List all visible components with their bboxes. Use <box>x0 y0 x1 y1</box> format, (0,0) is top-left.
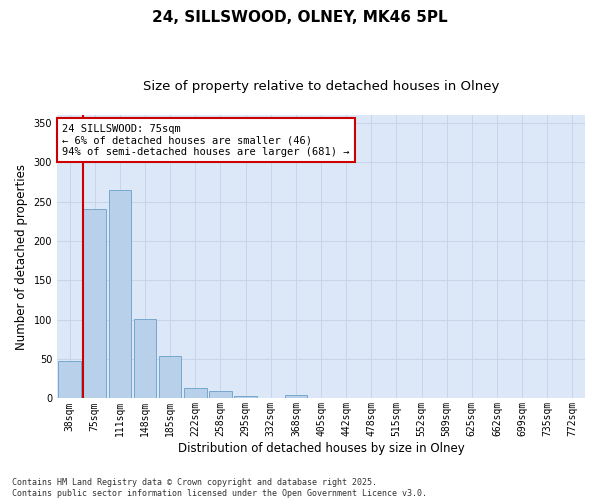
Bar <box>159 356 181 399</box>
Text: 24, SILLSWOOD, OLNEY, MK46 5PL: 24, SILLSWOOD, OLNEY, MK46 5PL <box>152 10 448 25</box>
X-axis label: Distribution of detached houses by size in Olney: Distribution of detached houses by size … <box>178 442 464 455</box>
Bar <box>58 362 81 399</box>
Bar <box>234 396 257 398</box>
Bar <box>284 396 307 398</box>
Bar <box>134 319 157 398</box>
Bar <box>83 210 106 398</box>
Bar <box>109 190 131 398</box>
Text: 24 SILLSWOOD: 75sqm
← 6% of detached houses are smaller (46)
94% of semi-detache: 24 SILLSWOOD: 75sqm ← 6% of detached hou… <box>62 124 350 156</box>
Bar <box>184 388 206 398</box>
Y-axis label: Number of detached properties: Number of detached properties <box>15 164 28 350</box>
Text: Contains HM Land Registry data © Crown copyright and database right 2025.
Contai: Contains HM Land Registry data © Crown c… <box>12 478 427 498</box>
Title: Size of property relative to detached houses in Olney: Size of property relative to detached ho… <box>143 80 499 93</box>
Bar <box>209 392 232 398</box>
